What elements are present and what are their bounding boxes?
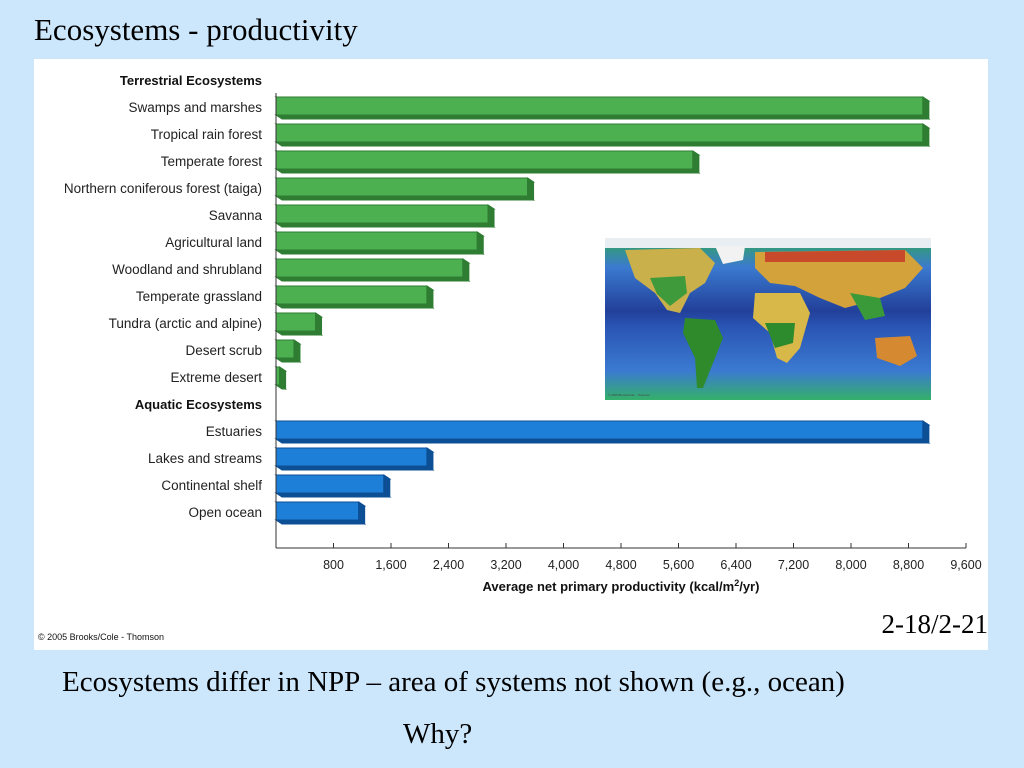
category-label: Continental shelf xyxy=(161,478,262,493)
category-label: Tropical rain forest xyxy=(151,127,263,142)
category-label: Temperate forest xyxy=(161,154,263,169)
bar-bottom xyxy=(274,384,288,390)
bar-bottom xyxy=(274,465,435,471)
x-axis-label: Average net primary productivity (kcal/m… xyxy=(483,578,760,594)
bar-bottom xyxy=(274,357,302,363)
bar-bottom xyxy=(274,249,485,255)
x-tick-label: 1,600 xyxy=(375,558,406,572)
figure-panel: Terrestrial Ecosystems Swamps and marshes… xyxy=(34,59,988,650)
bar-bottom xyxy=(274,303,435,309)
bar xyxy=(275,420,924,440)
bar-bottom xyxy=(274,519,367,525)
bar xyxy=(275,150,694,170)
bar xyxy=(275,501,360,521)
x-tick-label: 4,000 xyxy=(548,558,579,572)
bar-bottom xyxy=(274,114,931,120)
bar-bottom xyxy=(274,438,931,444)
bar xyxy=(275,474,385,494)
world-productivity-map: © 2005 Brooks/Cole · Thomson xyxy=(605,238,931,400)
x-tick-label: 6,400 xyxy=(720,558,751,572)
bar xyxy=(275,285,428,305)
bar xyxy=(275,447,428,467)
bar xyxy=(275,231,478,251)
bar xyxy=(275,177,529,197)
npp-bar-chart: Terrestrial Ecosystems Swamps and marshes… xyxy=(64,73,982,594)
map-graphic: © 2005 Brooks/Cole · Thomson xyxy=(605,238,931,400)
category-label: Woodland and shrubland xyxy=(112,262,262,277)
bar-bottom xyxy=(274,330,324,336)
bar xyxy=(275,258,464,278)
category-label: Lakes and streams xyxy=(148,451,262,466)
category-label: Temperate grassland xyxy=(136,289,262,304)
bar-bottom xyxy=(274,222,496,228)
x-tick-label: 8,800 xyxy=(893,558,924,572)
category-label: Extreme desert xyxy=(170,370,262,385)
x-tick-label: 9,600 xyxy=(950,558,981,572)
x-tick-label: 7,200 xyxy=(778,558,809,572)
category-label: Estuaries xyxy=(206,424,263,439)
category-label: Swamps and marshes xyxy=(128,100,262,115)
x-tick-label: 4,800 xyxy=(605,558,636,572)
bar-bottom xyxy=(274,141,931,147)
slide-title: Ecosystems - productivity xyxy=(34,12,358,47)
caption-line-2: Why? xyxy=(403,718,473,750)
bar xyxy=(275,204,489,224)
category-label: Agricultural land xyxy=(165,235,262,250)
x-tick-label: 8,000 xyxy=(835,558,866,572)
caption-line-1: Ecosystems differ in NPP – area of syste… xyxy=(62,666,845,698)
figure-reference: 2-18/2-21 xyxy=(881,609,988,639)
category-label: Northern coniferous forest (taiga) xyxy=(64,181,262,196)
group-header: Aquatic Ecosystems xyxy=(135,397,262,412)
bar xyxy=(275,312,317,332)
category-label: Savanna xyxy=(209,208,263,223)
bar xyxy=(275,96,924,116)
category-label: Desert scrub xyxy=(185,343,262,358)
bar xyxy=(275,339,295,359)
copyright-notice: © 2005 Brooks/Cole - Thomson xyxy=(38,632,165,642)
group-header: Terrestrial Ecosystems xyxy=(120,73,262,88)
map-credit: © 2005 Brooks/Cole · Thomson xyxy=(608,393,650,397)
x-tick-label: 5,600 xyxy=(663,558,694,572)
category-label: Open ocean xyxy=(188,505,262,520)
bar xyxy=(275,123,924,143)
bar-bottom xyxy=(274,168,701,174)
x-tick-label: 2,400 xyxy=(433,558,464,572)
x-tick-label: 800 xyxy=(323,558,344,572)
x-tick-label: 3,200 xyxy=(490,558,521,572)
bar-bottom xyxy=(274,276,471,282)
category-label: Tundra (arctic and alpine) xyxy=(109,316,262,331)
bar xyxy=(275,366,281,386)
bar-bottom xyxy=(274,195,536,201)
bar-bottom xyxy=(274,492,392,498)
